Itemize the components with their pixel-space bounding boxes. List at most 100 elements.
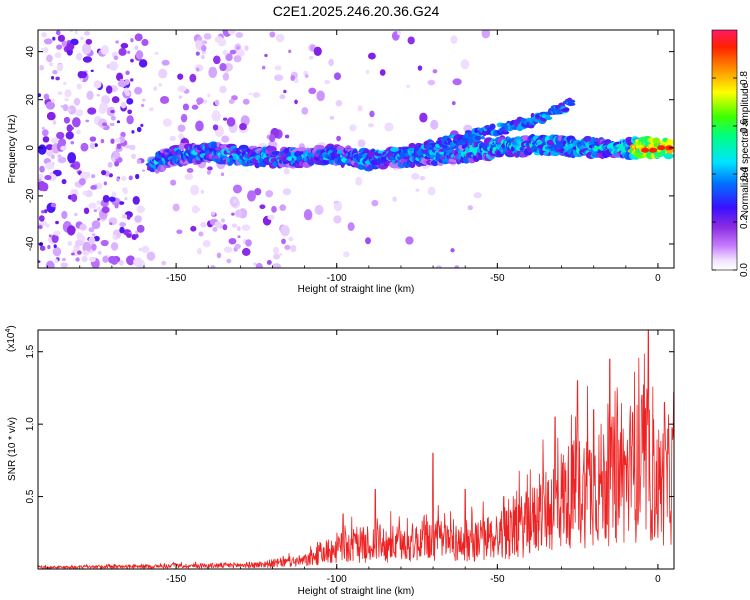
spectrogram-spot <box>138 247 143 252</box>
spectrogram-x-tick-label: -50 <box>490 273 505 284</box>
spectrogram-spot <box>43 93 50 100</box>
spectrogram-spot <box>99 102 109 112</box>
spectrogram-spot <box>222 117 228 121</box>
spectrogram-spot <box>40 47 45 51</box>
spectrogram-spot <box>124 144 131 149</box>
spectrogram-spot <box>38 260 41 263</box>
spectrogram-spot <box>184 173 194 181</box>
spectrogram-spot <box>126 255 136 266</box>
spectrogram-spot <box>211 110 221 122</box>
spectrogram-spot <box>225 53 233 62</box>
spectrogram-spot <box>48 234 52 238</box>
spectrogram-spot <box>254 187 262 196</box>
spectrogram-spot <box>126 215 131 220</box>
spectrogram-spot <box>55 76 60 81</box>
spectrogram-spot <box>85 119 90 123</box>
spectrogram-spot <box>127 109 133 115</box>
spectrogram-spot <box>107 255 117 264</box>
spectrogram-spot <box>365 69 370 74</box>
snr-series-line <box>38 330 674 569</box>
spectrogram-spot <box>82 190 89 196</box>
spectrogram-spot <box>103 181 108 186</box>
spectrogram-spot <box>116 143 122 150</box>
spectrogram-spot <box>481 30 491 39</box>
spectrogram-spot <box>90 69 94 72</box>
spectrogram-spot <box>76 129 81 135</box>
spectrogram-spot <box>282 188 292 196</box>
spectrogram-spot <box>93 80 102 89</box>
spectrogram-spot <box>288 236 294 242</box>
spectrogram-spot <box>52 120 57 125</box>
spectrogram-spot <box>128 175 133 181</box>
spectrogram-spot <box>329 115 335 120</box>
spectrogram-spot <box>489 123 496 130</box>
spectrogram-spot <box>56 131 65 140</box>
spectrogram-spot <box>379 69 386 76</box>
spectrogram-spot <box>427 79 436 86</box>
spectrogram-spot <box>108 173 113 178</box>
spectrogram-spot <box>115 40 119 44</box>
spectrogram-spot <box>116 120 121 124</box>
spectrogram-spot <box>102 255 109 263</box>
snr-panel: -150 -100 -50 0 0.5 1.0 1.5 Height of straigh… <box>5 325 675 597</box>
spectrogram-spot <box>51 154 55 160</box>
spectrogram-spot <box>119 201 125 205</box>
colorbar-tick-label: 0.6 <box>739 119 750 133</box>
spectrogram-spot <box>417 65 423 71</box>
spectrogram-spot <box>46 111 56 121</box>
spectrogram-spot <box>101 95 111 105</box>
spectrogram-spot <box>42 46 49 53</box>
spectrogram-spot <box>210 264 216 268</box>
spectrogram-spot <box>88 202 97 209</box>
spectrogram-spot <box>140 103 145 108</box>
spectrogram-spot <box>116 177 120 182</box>
spectrogram-spot <box>88 227 95 233</box>
spectrogram-spot <box>135 173 140 180</box>
spectrogram-spot <box>112 151 120 160</box>
spectrogram-spot <box>41 126 45 130</box>
colorbar-tick-label: 0.0 <box>739 263 750 277</box>
spectrogram-spot <box>213 55 221 65</box>
spectrogram-spot <box>133 257 143 268</box>
spectrogram-spot <box>120 42 129 49</box>
spectrogram-spot <box>407 36 415 45</box>
spectrogram-spot <box>663 152 674 160</box>
spectrogram-spot <box>271 263 282 268</box>
snr-y-tick-label: 0.5 <box>25 489 36 503</box>
spectrogram-spot <box>134 86 143 95</box>
spectrogram-spot <box>304 74 309 78</box>
spectrogram-spot <box>649 147 658 153</box>
spectrogram-spot <box>301 107 309 115</box>
spectrogram-spot <box>419 175 426 181</box>
spectrogram-spot <box>264 53 268 58</box>
spectrogram-spot <box>245 239 252 247</box>
spectrogram-spot <box>41 32 47 38</box>
spectrogram-spot <box>324 79 331 85</box>
colorbar: 0.0 0.2 0.4 0.6 0.8 Normalized spectral ampl… <box>711 29 750 277</box>
spectrogram-spot <box>228 99 235 104</box>
spectrogram-spot <box>67 108 72 112</box>
spectrogram-spot <box>290 244 297 253</box>
spectrogram-spot <box>107 161 113 168</box>
spectrogram-spot <box>178 95 183 99</box>
spectrogram-spot <box>111 96 120 104</box>
spectrogram-spot <box>399 151 406 159</box>
spectrogram-spot <box>294 99 298 105</box>
spectrogram-spot <box>123 189 128 195</box>
spectrogram-spot <box>220 172 225 177</box>
spectrogram-spot <box>216 252 222 259</box>
spectrogram-spot <box>666 139 673 146</box>
spectrogram-spot <box>212 226 218 232</box>
spectrogram-spot <box>435 265 442 268</box>
spectrogram-spot <box>252 92 261 98</box>
spectrogram-spot <box>82 43 92 55</box>
spectrogram-spot <box>80 78 84 82</box>
spectrogram-spot <box>102 194 110 203</box>
spectrogram-spot <box>328 58 335 67</box>
spectrogram-spot <box>89 142 96 150</box>
spectrogram-spot <box>196 67 200 72</box>
spectrogram-spot <box>62 81 67 85</box>
spectrogram-spot <box>89 256 96 263</box>
spectrogram-spot <box>100 138 105 144</box>
spectrogram-spot <box>158 82 163 87</box>
